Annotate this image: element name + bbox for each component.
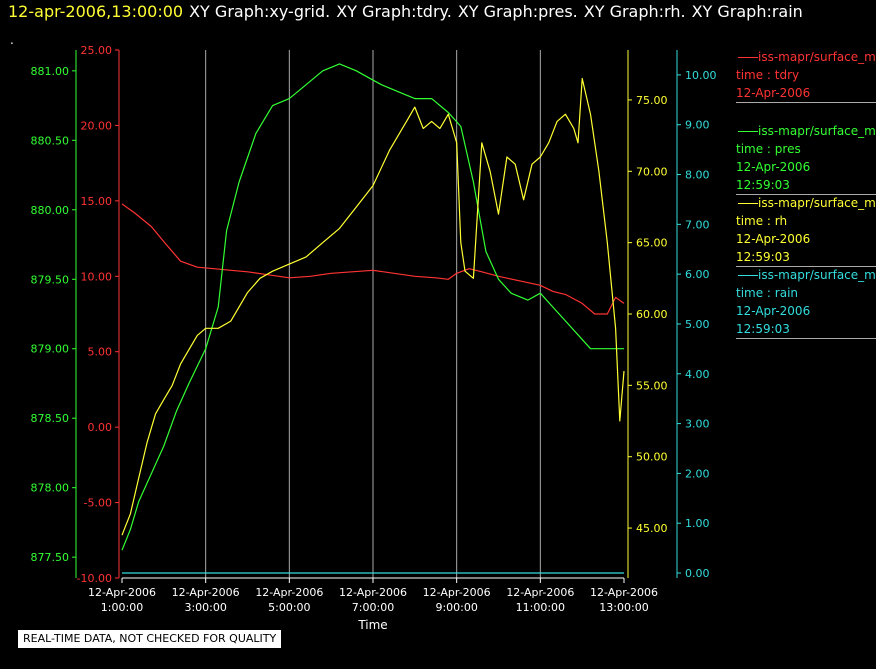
- legend-field: time : rh: [736, 214, 788, 228]
- quality-disclaimer: REAL-TIME DATA, NOT CHECKED FOR QUALITY: [18, 630, 282, 648]
- pres-tick-label: 878.00: [31, 482, 70, 495]
- x-axis-title: Time: [357, 618, 387, 632]
- rain-tick-label: 4.00: [685, 368, 710, 381]
- legend-time: 12:59:03: [736, 250, 790, 264]
- legend-date: 12-Apr-2006: [736, 160, 811, 174]
- pres-tick-label: 879.50: [31, 273, 70, 286]
- rain-tick-label: 9.00: [685, 119, 710, 132]
- x-tick-label-time: 3:00:00: [184, 601, 226, 614]
- rain-tick-label: 2.00: [685, 467, 710, 480]
- series-line-tdry: [121, 203, 625, 315]
- x-tick-label-time: 1:00:00: [101, 601, 143, 614]
- x-tick-label-date: 12-Apr-2006: [339, 586, 407, 599]
- tdry-tick-label: 5.00: [88, 346, 113, 359]
- rain-tick-label: 8.00: [685, 169, 710, 182]
- tdry-tick-label: 10.00: [81, 270, 113, 283]
- stray-mark: .: [10, 33, 14, 47]
- x-tick-label-date: 12-Apr-2006: [590, 586, 658, 599]
- tdry-tick-label: -5.00: [84, 497, 112, 510]
- legend-entry-rh: iss-mapr/surface_m time : rh 12-Apr-2006…: [736, 194, 876, 267]
- legend-field: time : tdry: [736, 68, 800, 82]
- pres-tick-label: 879.00: [31, 343, 70, 356]
- rh-tick-label: 50.00: [636, 451, 668, 464]
- x-tick-label-date: 12-Apr-2006: [423, 586, 491, 599]
- graph-label-tdry: XY Graph:tdry.: [336, 2, 452, 21]
- legend-swatch: [738, 275, 758, 276]
- timestamp: 12-apr-2006,13:00:00: [8, 2, 184, 21]
- legend-swatch: [738, 57, 758, 58]
- x-tick-label-date: 12-Apr-2006: [255, 586, 323, 599]
- rain-tick-label: 0.00: [685, 567, 710, 580]
- legend-source: iss-mapr/surface_m: [736, 266, 876, 284]
- rain-tick-label: 1.00: [685, 517, 710, 530]
- graph-label-xy-grid: XY Graph:xy-grid.: [189, 2, 331, 21]
- rain-tick-label: 6.00: [685, 268, 710, 281]
- legend-entry-pres: iss-mapr/surface_m time : pres 12-Apr-20…: [736, 122, 876, 195]
- legend-date: 12-Apr-2006: [736, 304, 811, 318]
- pres-tick-label: 880.00: [31, 204, 70, 217]
- legend-date: 12-Apr-2006: [736, 86, 811, 100]
- graph-label-rain: XY Graph:rain: [691, 2, 803, 21]
- pres-tick-label: 878.50: [31, 412, 70, 425]
- title-bar: 12-apr-2006,13:00:00 XY Graph:xy-grid. XY …: [8, 2, 803, 22]
- tdry-tick-label: 20.00: [81, 119, 113, 132]
- legend-source: iss-mapr/surface_m: [736, 194, 876, 212]
- pres-tick-label: 881.00: [31, 65, 70, 78]
- rain-tick-label: 10.00: [685, 69, 717, 82]
- rain-tick-label: 5.00: [685, 318, 710, 331]
- legend-date: 12-Apr-2006: [736, 232, 811, 246]
- rh-tick-label: 75.00: [636, 94, 668, 107]
- legend-source: iss-mapr/surface_m: [736, 122, 876, 140]
- tdry-tick-label: 0.00: [88, 421, 113, 434]
- x-tick-label-time: 11:00:00: [516, 601, 565, 614]
- pres-tick-label: 877.50: [31, 551, 70, 564]
- rh-tick-label: 55.00: [636, 379, 668, 392]
- tdry-tick-label: -10.00: [77, 572, 112, 585]
- legend-swatch: [738, 203, 758, 204]
- rain-tick-label: 7.00: [685, 218, 710, 231]
- legend-field: time : rain: [736, 286, 799, 300]
- legend-entry-tdry: iss-mapr/surface_m time : tdry 12-Apr-20…: [736, 48, 876, 103]
- x-tick-label-date: 12-Apr-2006: [172, 586, 240, 599]
- rain-tick-label: 3.00: [685, 418, 710, 431]
- x-tick-label-time: 13:00:00: [599, 601, 648, 614]
- legend-source: iss-mapr/surface_m: [736, 48, 876, 66]
- x-tick-label-date: 12-Apr-2006: [88, 586, 156, 599]
- rh-tick-label: 60.00: [636, 308, 668, 321]
- rh-tick-label: 45.00: [636, 522, 668, 535]
- legend-time: 12:59:03: [736, 178, 790, 192]
- series-line-rh: [121, 77, 625, 536]
- x-tick-label-time: 7:00:00: [352, 601, 394, 614]
- tdry-tick-label: 25.00: [81, 44, 113, 57]
- legend-entry-rain: iss-mapr/surface_m time : rain 12-Apr-20…: [736, 266, 876, 339]
- graph-label-rh: XY Graph:rh.: [583, 2, 686, 21]
- tdry-tick-label: 15.00: [81, 195, 113, 208]
- rh-tick-label: 65.00: [636, 237, 668, 250]
- legend-field: time : pres: [736, 142, 801, 156]
- graph-label-pres: XY Graph:pres.: [457, 2, 578, 21]
- series-line-pres: [121, 63, 624, 551]
- x-tick-label-date: 12-Apr-2006: [506, 586, 574, 599]
- legend-swatch: [738, 131, 758, 132]
- pres-tick-label: 880.50: [31, 134, 70, 147]
- x-tick-label-time: 9:00:00: [435, 601, 477, 614]
- legend-time: 12:59:03: [736, 322, 790, 336]
- x-tick-label-time: 5:00:00: [268, 601, 310, 614]
- rh-tick-label: 70.00: [636, 165, 668, 178]
